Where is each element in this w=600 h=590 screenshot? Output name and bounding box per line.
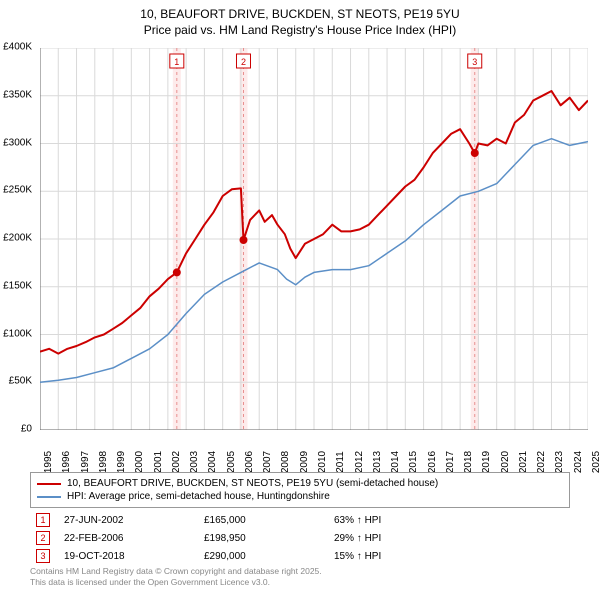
x-axis-labels: 1995 1996 1997 1998 1999 2000 2001 2002 2003 2004… xyxy=(40,434,588,474)
x-tick-label: 2007 xyxy=(262,451,273,473)
attribution-footer: Contains HM Land Registry data © Crown c… xyxy=(30,566,322,587)
x-tick-label: 2016 xyxy=(427,451,438,473)
transaction-delta: 29% ↑ HPI xyxy=(334,533,454,544)
plot-area: 1 2 3 xyxy=(40,48,588,430)
svg-text:1: 1 xyxy=(174,57,179,67)
title-line-2: Price paid vs. HM Land Registry's House … xyxy=(8,22,592,38)
x-tick-label: 1999 xyxy=(116,451,127,473)
y-tick-label: £350K xyxy=(3,89,32,100)
x-tick-label: 2008 xyxy=(280,451,291,473)
x-tick-label: 2003 xyxy=(189,451,200,473)
x-tick-label: 2019 xyxy=(481,451,492,473)
transaction-price: £198,950 xyxy=(204,533,334,544)
title-line-1: 10, BEAUFORT DRIVE, BUCKDEN, ST NEOTS, P… xyxy=(8,6,592,22)
y-axis-labels: £0£50K£100K£150K£200K£250K£300K£350K£400… xyxy=(0,44,36,430)
x-tick-label: 2002 xyxy=(171,451,182,473)
y-tick-label: £400K xyxy=(3,42,32,53)
y-tick-label: £200K xyxy=(3,233,32,244)
x-tick-label: 2009 xyxy=(299,451,310,473)
transaction-price: £165,000 xyxy=(204,515,334,526)
chart-container: 10, BEAUFORT DRIVE, BUCKDEN, ST NEOTS, P… xyxy=(0,0,600,590)
x-tick-label: 2015 xyxy=(408,451,419,473)
x-tick-label: 2013 xyxy=(372,451,383,473)
transaction-date: 19-OCT-2018 xyxy=(64,551,204,562)
x-tick-label: 1997 xyxy=(80,451,91,473)
x-tick-label: 2014 xyxy=(390,451,401,473)
transactions-table: 1 27-JUN-2002£165,00063% ↑ HPI 2 22-FEB-200… xyxy=(30,513,570,563)
x-tick-label: 2012 xyxy=(354,451,365,473)
transaction-price: £290,000 xyxy=(204,551,334,562)
x-tick-label: 2018 xyxy=(463,451,474,473)
x-tick-label: 2022 xyxy=(536,451,547,473)
x-tick-label: 2001 xyxy=(153,451,164,473)
transaction-date: 27-JUN-2002 xyxy=(64,515,204,526)
transaction-delta: 15% ↑ HPI xyxy=(334,551,454,562)
x-tick-label: 2011 xyxy=(335,451,346,473)
transaction-marker: 1 xyxy=(36,513,50,527)
svg-text:3: 3 xyxy=(472,57,477,67)
transaction-delta: 63% ↑ HPI xyxy=(334,515,454,526)
x-tick-label: 1996 xyxy=(61,451,72,473)
x-tick-label: 2004 xyxy=(207,451,218,473)
x-tick-label: 1995 xyxy=(43,451,54,473)
svg-text:2: 2 xyxy=(241,57,246,67)
x-tick-label: 2005 xyxy=(226,451,237,473)
chart-svg: 1 2 3 xyxy=(40,48,588,430)
x-tick-label: 2024 xyxy=(573,451,584,473)
y-tick-label: £0 xyxy=(21,424,32,435)
x-tick-label: 2023 xyxy=(554,451,565,473)
x-tick-label: 2021 xyxy=(518,451,529,473)
legend-swatch xyxy=(37,496,61,498)
legend-label: HPI: Average price, semi-detached house,… xyxy=(67,491,330,502)
x-tick-label: 2000 xyxy=(134,451,145,473)
footer-line-2: This data is licensed under the Open Gov… xyxy=(30,577,322,588)
legend-item: 10, BEAUFORT DRIVE, BUCKDEN, ST NEOTS, P… xyxy=(37,477,563,490)
y-tick-label: £100K xyxy=(3,328,32,339)
x-tick-label: 2025 xyxy=(591,451,600,473)
legend-label: 10, BEAUFORT DRIVE, BUCKDEN, ST NEOTS, P… xyxy=(67,478,438,489)
legend-item: HPI: Average price, semi-detached house,… xyxy=(37,490,563,503)
y-tick-label: £150K xyxy=(3,280,32,291)
x-tick-label: 1998 xyxy=(98,451,109,473)
x-tick-label: 2006 xyxy=(244,451,255,473)
transaction-date: 22-FEB-2006 xyxy=(64,533,204,544)
legend-swatch xyxy=(37,483,61,485)
legend: 10, BEAUFORT DRIVE, BUCKDEN, ST NEOTS, P… xyxy=(30,472,570,508)
transaction-marker: 2 xyxy=(36,531,50,545)
y-tick-label: £300K xyxy=(3,137,32,148)
y-tick-label: £50K xyxy=(9,376,32,387)
footer-line-1: Contains HM Land Registry data © Crown c… xyxy=(30,566,322,577)
transaction-marker: 3 xyxy=(36,549,50,563)
x-tick-label: 2010 xyxy=(317,451,328,473)
y-tick-label: £250K xyxy=(3,185,32,196)
chart-title: 10, BEAUFORT DRIVE, BUCKDEN, ST NEOTS, P… xyxy=(0,0,600,40)
x-tick-label: 2020 xyxy=(500,451,511,473)
x-tick-label: 2017 xyxy=(445,451,456,473)
